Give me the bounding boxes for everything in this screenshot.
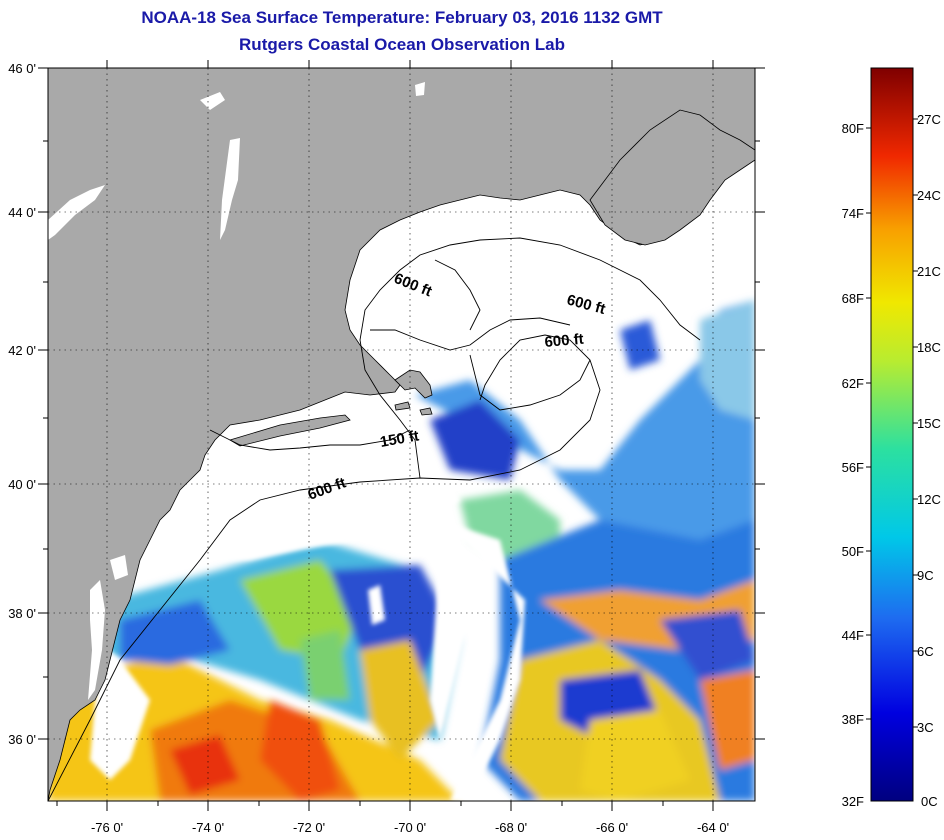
colorbar-f-label: 44F: [842, 628, 864, 643]
colorbar-f-label: 50F: [842, 544, 864, 559]
colorbar-f-label: 38F: [842, 712, 864, 727]
bathymetry-contours: [48, 237, 701, 801]
colorbar-f-label: 68F: [842, 291, 864, 306]
colorbar-c-label: 9C: [917, 568, 934, 583]
colorbar-fahrenheit-labels: 80F 74F 68F 62F 56F 50F 44F 38F 32F: [842, 121, 864, 809]
map-frame: [47, 67, 756, 802]
lat-labels: 46 0' 44 0' 42 0' 40 0' 38 0' 36 0': [8, 61, 36, 747]
axis-ticks: [38, 60, 765, 811]
lon-label: -64 0': [697, 820, 729, 835]
colorbar-f-label: 62F: [842, 376, 864, 391]
colorbar-f-label: 32F: [842, 794, 864, 809]
lon-label: -74 0': [192, 820, 224, 835]
lat-label: 38 0': [8, 606, 36, 621]
lat-label: 40 0': [8, 477, 36, 492]
land-layer: [48, 68, 755, 801]
lon-label: -68 0': [495, 820, 527, 835]
colorbar-c-label: 21C: [917, 264, 941, 279]
map-subtitle: Rutgers Coastal Ocean Observation Lab: [239, 35, 565, 54]
colorbar-f-label: 74F: [842, 206, 864, 221]
lon-label: -66 0': [596, 820, 628, 835]
map-title: NOAA-18 Sea Surface Temperature: Februar…: [141, 8, 663, 27]
lon-label: -76 0': [91, 820, 123, 835]
colorbar-celsius-labels: 27C 24C 21C 18C 15C 12C 9C 6C 3C 0C: [917, 112, 941, 809]
lat-label: 44 0': [8, 205, 36, 220]
lon-labels: -76 0' -74 0' -72 0' -70 0' -68 0' -66 0…: [91, 820, 729, 835]
lon-label: -70 0': [394, 820, 426, 835]
sst-data-layer: [48, 300, 755, 801]
colorbar-c-label: 18C: [917, 340, 941, 355]
map-grid: [48, 68, 755, 801]
colorbar-f-label: 80F: [842, 121, 864, 136]
lon-label: -72 0': [293, 820, 325, 835]
colorbar-c-label: 24C: [917, 188, 941, 203]
lat-label: 46 0': [8, 61, 36, 76]
map-content: 600 ft 600 ft 600 ft 150 ft 600 ft: [48, 68, 755, 801]
colorbar-c-label: 27C: [917, 112, 941, 127]
lat-label: 36 0': [8, 732, 36, 747]
colorbar: [870, 67, 914, 802]
contour-label-150ft: 150 ft: [379, 427, 421, 451]
colorbar-c-label: 15C: [917, 416, 941, 431]
colorbar-c-label: 6C: [917, 644, 934, 659]
bays-layer: [88, 555, 128, 700]
lakes-layer: [48, 82, 425, 240]
lat-label: 42 0': [8, 343, 36, 358]
colorbar-c-label: 12C: [917, 492, 941, 507]
nodata-gaps: [90, 410, 525, 801]
contour-label-600ft-c: 600 ft: [544, 331, 585, 351]
colorbar-f-label: 56F: [842, 460, 864, 475]
colorbar-ticks: [866, 118, 918, 728]
colorbar-c-label: 3C: [917, 720, 934, 735]
colorbar-c-label: 0C: [921, 794, 938, 809]
